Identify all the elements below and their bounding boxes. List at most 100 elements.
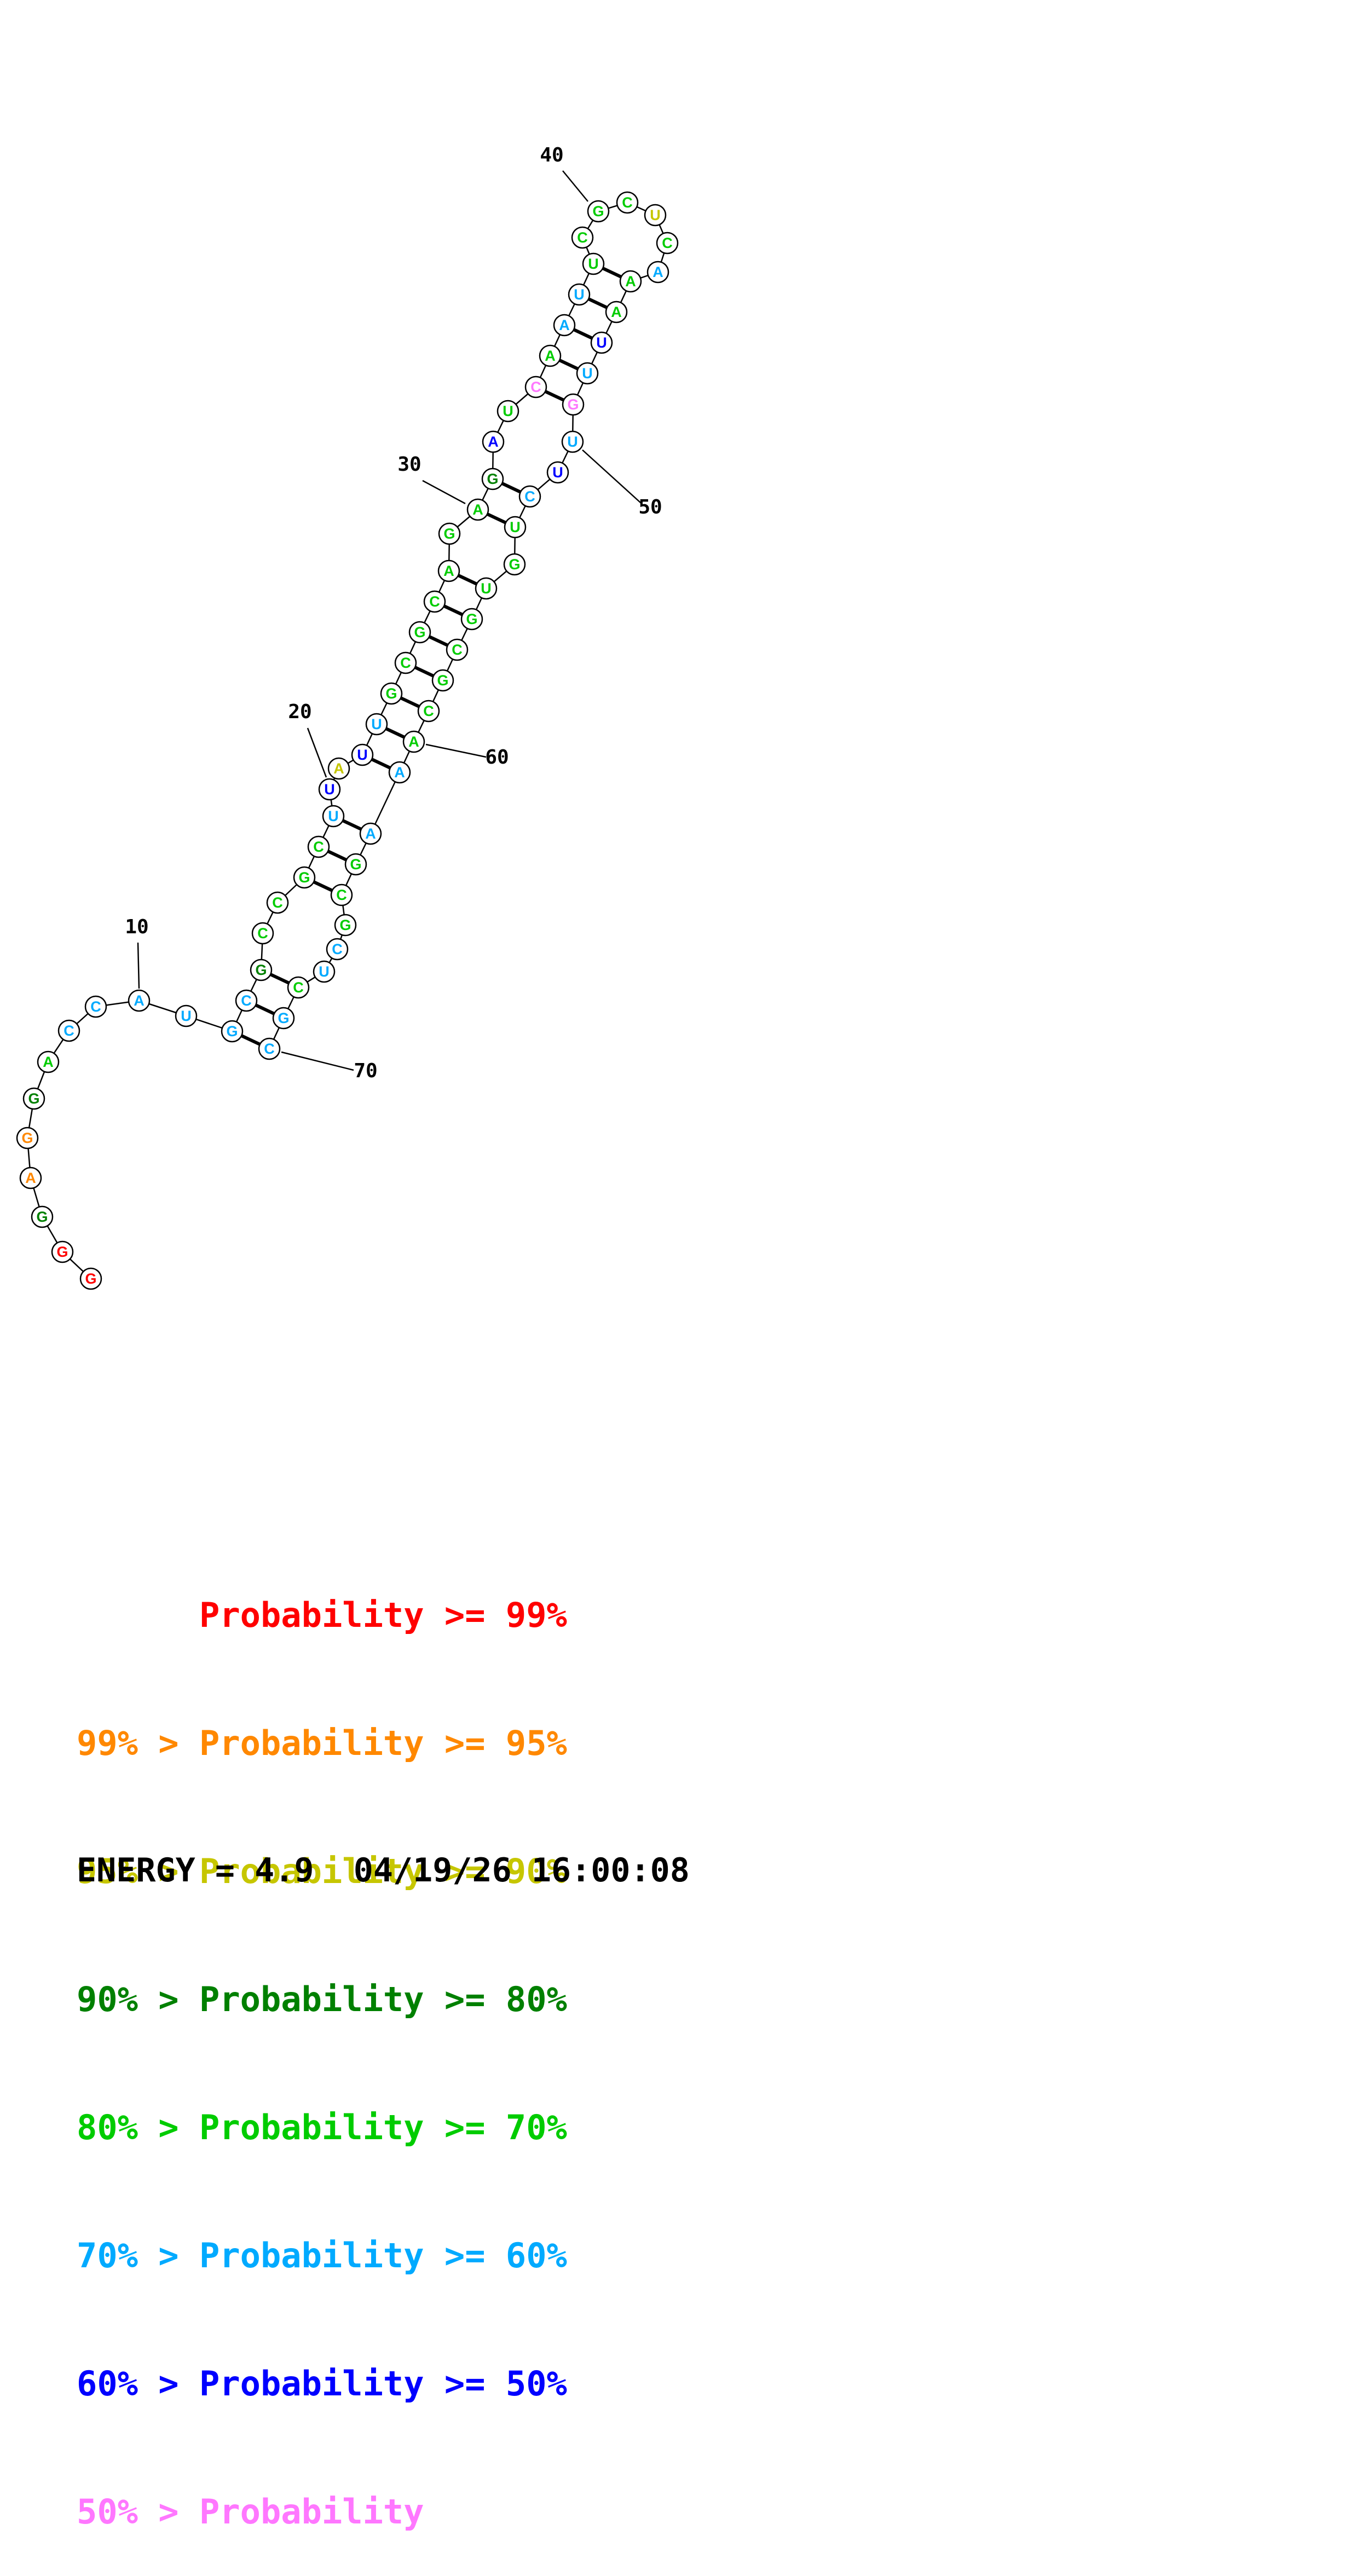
backbone-line bbox=[369, 772, 401, 834]
nucleotide-circle bbox=[539, 344, 562, 367]
nucleotide-circle bbox=[518, 485, 541, 508]
nucleotide-circle bbox=[175, 1004, 198, 1027]
nucleotide-letter: A bbox=[394, 764, 405, 781]
nucleotide-letter: C bbox=[293, 979, 304, 996]
nucleotide-letter: U bbox=[319, 963, 330, 980]
nucleotide-circle bbox=[258, 1037, 281, 1060]
nucleotide-letter: G bbox=[385, 685, 397, 702]
position-label: 60 bbox=[485, 746, 509, 769]
nucleotide-letter: U bbox=[481, 580, 492, 597]
nucleotide-letter: U bbox=[552, 464, 563, 481]
nucleotide-letter: C bbox=[622, 194, 633, 211]
nucleotide-letter: U bbox=[582, 365, 593, 382]
nucleotide-letter: C bbox=[400, 655, 411, 671]
nucleotide-circle bbox=[408, 621, 431, 644]
nucleotide-letter: U bbox=[181, 1008, 192, 1024]
nucleotide-circle bbox=[388, 761, 411, 784]
nucleotide-letter: G bbox=[36, 1209, 48, 1225]
position-label: 40 bbox=[540, 144, 563, 166]
nucleotide-letter: C bbox=[257, 925, 268, 942]
nucleotide-circle bbox=[394, 651, 417, 674]
nucleotide-letter: U bbox=[510, 519, 521, 535]
nucleotide-circle bbox=[619, 270, 642, 293]
nucleotide-circle bbox=[423, 590, 446, 613]
nucleotide-letter: A bbox=[652, 264, 663, 280]
nucleotide-letter: C bbox=[264, 1041, 275, 1057]
nucleotide-circle bbox=[31, 1205, 54, 1228]
position-label: 20 bbox=[288, 701, 311, 723]
nucleotide-circle bbox=[307, 835, 330, 858]
nucleotide-letter: C bbox=[429, 593, 440, 610]
nucleotide-letter: U bbox=[503, 403, 513, 419]
nucleotide-circle bbox=[656, 232, 679, 255]
nucleotide-circle bbox=[646, 261, 669, 284]
nucleotide-letter: C bbox=[423, 703, 434, 719]
nucleotide-circle bbox=[568, 283, 591, 306]
nucleotide-letter: G bbox=[592, 203, 604, 220]
nucleotide-letter: C bbox=[313, 839, 324, 855]
nucleotide-letter: G bbox=[21, 1130, 33, 1146]
nucleotide-circle bbox=[287, 976, 310, 999]
nucleotide-circle bbox=[576, 362, 599, 385]
nucleotide-circle bbox=[326, 938, 349, 961]
label-leader-line bbox=[307, 727, 327, 778]
nucleotide-circle bbox=[334, 914, 357, 937]
nucleotide-circle bbox=[327, 757, 350, 780]
legend-row-p90-95: 95% > Probability >= 90% bbox=[77, 1851, 567, 1891]
nucleotide-letter: U bbox=[574, 286, 585, 303]
nucleotide-letter: G bbox=[567, 396, 579, 413]
nucleotide-circle bbox=[266, 891, 289, 914]
nucleotide-letter: G bbox=[339, 917, 351, 933]
legend-row-below-50: 50% > Probability bbox=[77, 2492, 424, 2532]
nucleotide-circle bbox=[437, 559, 460, 582]
nucleotide-letter: G bbox=[28, 1090, 39, 1107]
nucleotide-letter: C bbox=[336, 887, 347, 903]
legend-row-p70-80: 80% > Probability >= 70% bbox=[77, 2107, 567, 2147]
nucleotide-letter: A bbox=[25, 1170, 36, 1186]
nucleotide-circle bbox=[19, 1166, 42, 1189]
nucleotide-letter: A bbox=[443, 563, 454, 579]
nucleotide-letter: C bbox=[530, 379, 541, 395]
nucleotide-letter: U bbox=[371, 716, 382, 732]
nucleotide-circle bbox=[37, 1050, 60, 1073]
nucleotide-circle bbox=[330, 883, 353, 906]
nucleotide-circle bbox=[128, 989, 151, 1012]
nucleotide-circle bbox=[562, 393, 585, 416]
nucleotide-letter: C bbox=[577, 229, 588, 246]
legend-row-p99: Probability >= 99% bbox=[199, 1595, 567, 1635]
nucleotide-letter: A bbox=[545, 348, 556, 364]
nucleotide-letter: G bbox=[226, 1023, 238, 1039]
nucleotide-circle bbox=[293, 866, 316, 889]
nucleotide-circle bbox=[460, 608, 483, 631]
nucleotide-circle bbox=[79, 1267, 102, 1290]
nucleotide-letter: G bbox=[466, 611, 477, 627]
nucleotide-letter: G bbox=[443, 525, 455, 542]
nucleotide-circle bbox=[359, 822, 382, 845]
nucleotide-circle bbox=[587, 200, 610, 223]
nucleotide-circle bbox=[590, 331, 613, 354]
nucleotide-circle bbox=[272, 1007, 295, 1030]
nucleotide-circle bbox=[605, 301, 628, 324]
nucleotide-letter: A bbox=[488, 434, 499, 450]
nucleotide-circle bbox=[402, 730, 425, 753]
nucleotide-letter: A bbox=[365, 825, 376, 842]
nucleotide-letter: C bbox=[332, 941, 343, 957]
nucleotide-letter: U bbox=[596, 334, 607, 351]
nucleotide-circle bbox=[431, 669, 454, 692]
nucleotide-letter: A bbox=[43, 1054, 54, 1070]
nucleotide-letter: A bbox=[333, 760, 344, 777]
nucleotide-circle bbox=[51, 1240, 74, 1263]
nucleotide-circle bbox=[84, 995, 107, 1018]
nucleotide-letter: C bbox=[452, 642, 463, 658]
nucleotide-circle bbox=[475, 577, 498, 600]
nucleotide-circle bbox=[313, 960, 336, 983]
nucleotide-circle bbox=[644, 204, 667, 227]
nucleotide-letter: C bbox=[662, 235, 673, 251]
nucleotide-circle bbox=[616, 191, 639, 214]
nucleotide-letter: A bbox=[408, 733, 419, 750]
nucleotide-circle bbox=[235, 989, 258, 1012]
nucleotide-circle bbox=[496, 400, 519, 423]
nucleotide-circle bbox=[553, 314, 576, 337]
nucleotide-circle bbox=[318, 778, 341, 801]
label-leader-line bbox=[281, 1051, 354, 1071]
